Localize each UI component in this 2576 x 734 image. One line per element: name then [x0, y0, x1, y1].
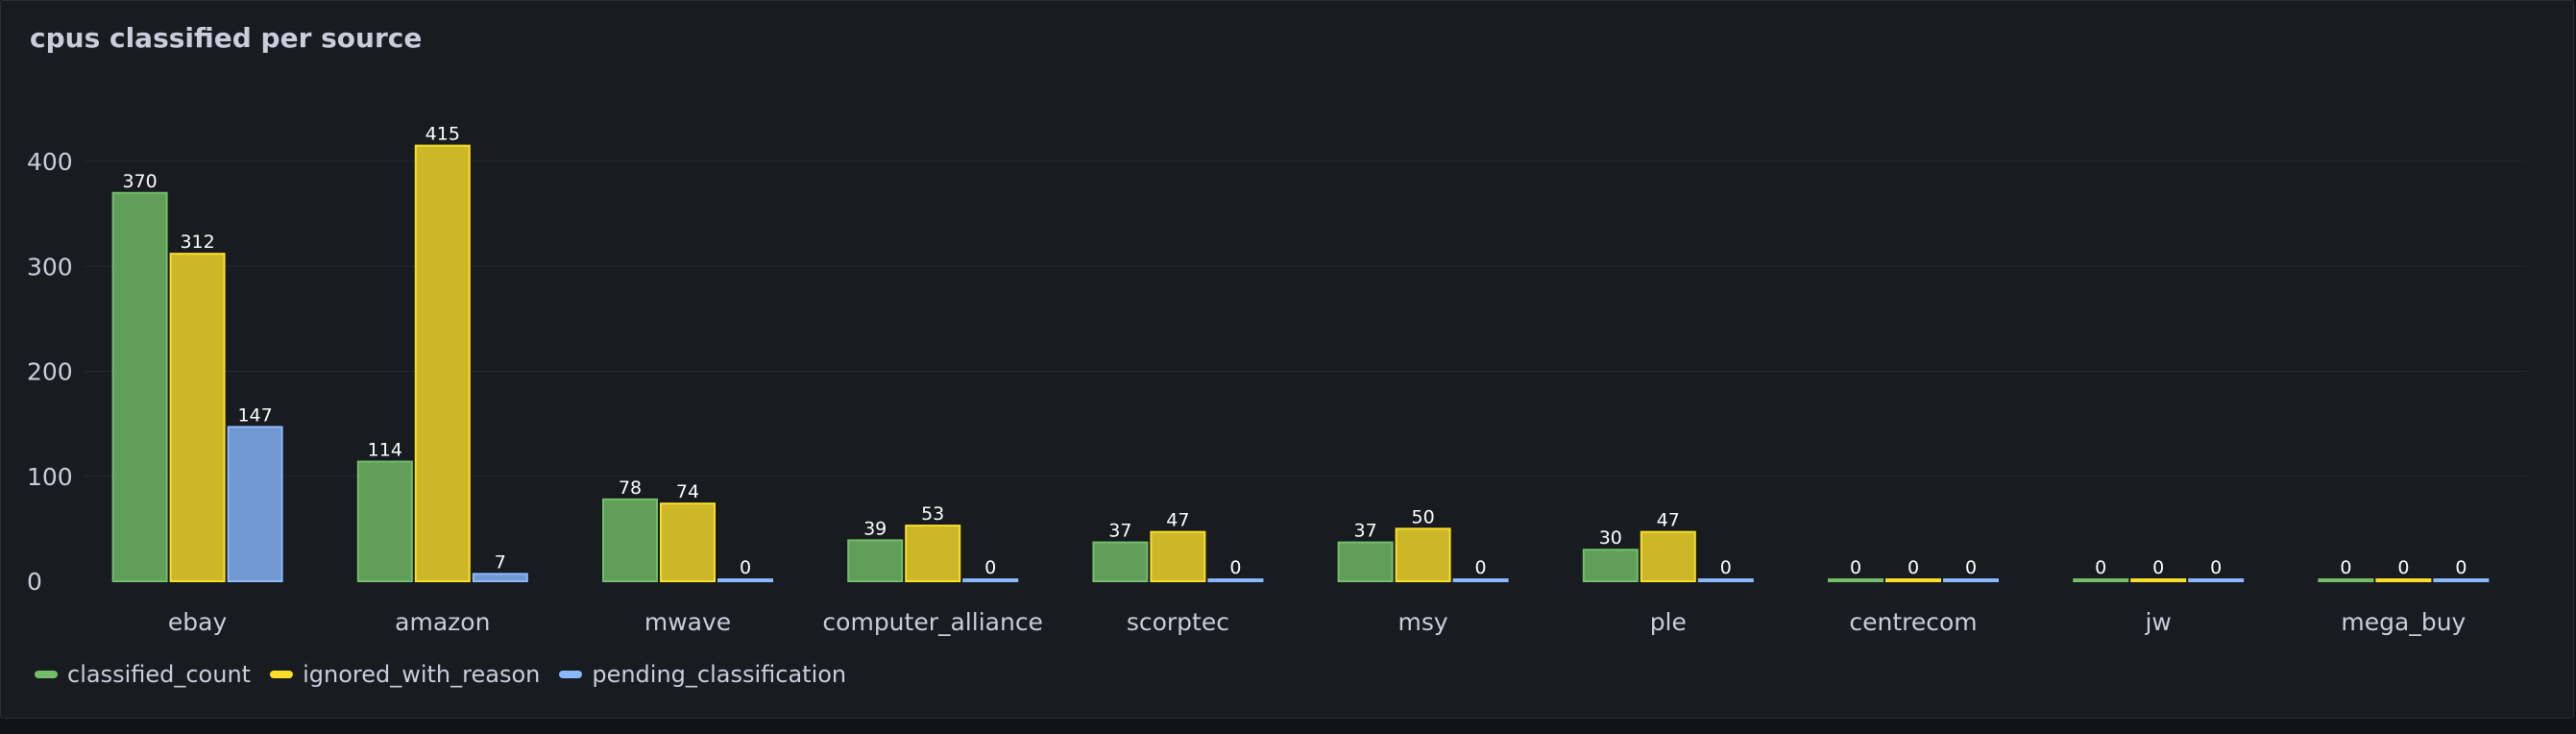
bar-ignored_with_reason	[169, 253, 226, 582]
legend-item-ignored_with_reason[interactable]: ignored_with_reason	[270, 661, 540, 688]
x-tick-label: computer_alliance	[822, 608, 1043, 636]
legend-swatch-icon	[559, 671, 583, 678]
data-label: 53	[921, 503, 944, 525]
data-label: 0	[2210, 557, 2222, 578]
bar-ignored_with_reason	[1640, 530, 1696, 583]
data-label: 0	[1850, 557, 1861, 578]
legend-label: ignored_with_reason	[303, 661, 541, 688]
data-label: 0	[1965, 557, 1977, 578]
bar-ignored_with_reason	[1395, 527, 1451, 582]
bar-classified_count	[2318, 578, 2374, 582]
bar-pending_classification	[962, 578, 1019, 582]
bar-classified_count	[1092, 541, 1149, 583]
data-label: 370	[122, 171, 157, 192]
x-tick-label: mega_buy	[2341, 608, 2466, 636]
panel-title: cpus classified per source	[30, 22, 423, 54]
data-label: 37	[1354, 521, 1377, 542]
data-label: 50	[1412, 506, 1435, 527]
data-label: 312	[180, 232, 214, 253]
legend-item-pending_classification[interactable]: pending_classification	[559, 661, 846, 688]
bar-pending_classification	[717, 578, 773, 582]
y-tick-label: 300	[27, 253, 73, 281]
bar-ignored_with_reason	[2130, 578, 2187, 582]
bar-pending_classification	[1943, 578, 1999, 582]
data-label: 0	[2455, 557, 2467, 578]
bar-ignored_with_reason	[2375, 578, 2432, 582]
bar-pending_classification	[1697, 578, 1754, 582]
bar-classified_count	[2073, 578, 2129, 582]
data-label: 7	[495, 551, 506, 573]
bar-ignored_with_reason	[905, 525, 961, 582]
x-tick-label: centrecom	[1849, 608, 1977, 636]
y-tick-label: 0	[27, 568, 42, 596]
data-label: 37	[1108, 521, 1131, 542]
bar-classified_count	[847, 539, 904, 583]
data-label: 0	[1908, 557, 1919, 578]
bar-classified_count	[602, 498, 658, 582]
data-label: 0	[2340, 557, 2351, 578]
data-label: 0	[740, 557, 751, 578]
bar-pending_classification	[472, 573, 528, 582]
x-tick-label: mwave	[644, 608, 731, 636]
data-label: 47	[1657, 510, 1680, 531]
bar-ignored_with_reason	[660, 502, 716, 583]
y-tick-label: 100	[27, 463, 73, 491]
data-label: 0	[2152, 557, 2164, 578]
legend-item-classified_count[interactable]: classified_count	[35, 661, 251, 688]
bar-ignored_with_reason	[414, 144, 471, 583]
data-label: 114	[368, 439, 402, 460]
data-label: 0	[2397, 557, 2409, 578]
data-label: 39	[863, 518, 887, 539]
bar-classified_count	[1337, 541, 1394, 583]
bar-pending_classification	[227, 426, 283, 582]
data-label: 0	[984, 557, 996, 578]
bar-ignored_with_reason	[1885, 578, 1941, 582]
legend-label: classified_count	[67, 661, 252, 688]
legend: classified_count ignored_with_reason pendi…	[35, 661, 846, 688]
bar-classified_count	[111, 191, 168, 582]
data-label: 415	[425, 124, 460, 145]
legend-label: pending_classification	[592, 661, 847, 688]
x-tick-label: msy	[1398, 608, 1448, 636]
x-tick-label: ebay	[168, 608, 228, 636]
y-tick-label: 200	[27, 358, 73, 386]
bar-pending_classification	[1207, 578, 1264, 582]
data-label: 47	[1166, 510, 1189, 531]
bar-classified_count	[356, 460, 413, 582]
bar-pending_classification	[2433, 578, 2490, 582]
bar-ignored_with_reason	[1150, 530, 1206, 583]
data-label: 30	[1599, 527, 1622, 549]
data-label: 147	[237, 404, 272, 426]
y-tick-label: 400	[27, 148, 73, 176]
data-label: 0	[1475, 557, 1487, 578]
bar-classified_count	[1828, 578, 1883, 582]
x-tick-label: ple	[1650, 608, 1687, 636]
x-tick-label: scorptec	[1127, 608, 1229, 636]
bar-classified_count	[1582, 549, 1639, 582]
x-tick-label: amazon	[395, 608, 490, 636]
x-tick-label: jw	[2144, 608, 2171, 636]
data-label: 78	[619, 477, 642, 499]
data-label: 0	[1229, 557, 1241, 578]
data-label: 0	[2095, 557, 2106, 578]
legend-swatch-icon	[270, 671, 294, 678]
legend-swatch-icon	[35, 671, 58, 678]
bar-pending_classification	[1452, 578, 1509, 582]
data-label: 74	[676, 481, 699, 502]
bar-pending_classification	[2188, 578, 2245, 582]
data-label: 0	[1720, 557, 1732, 578]
